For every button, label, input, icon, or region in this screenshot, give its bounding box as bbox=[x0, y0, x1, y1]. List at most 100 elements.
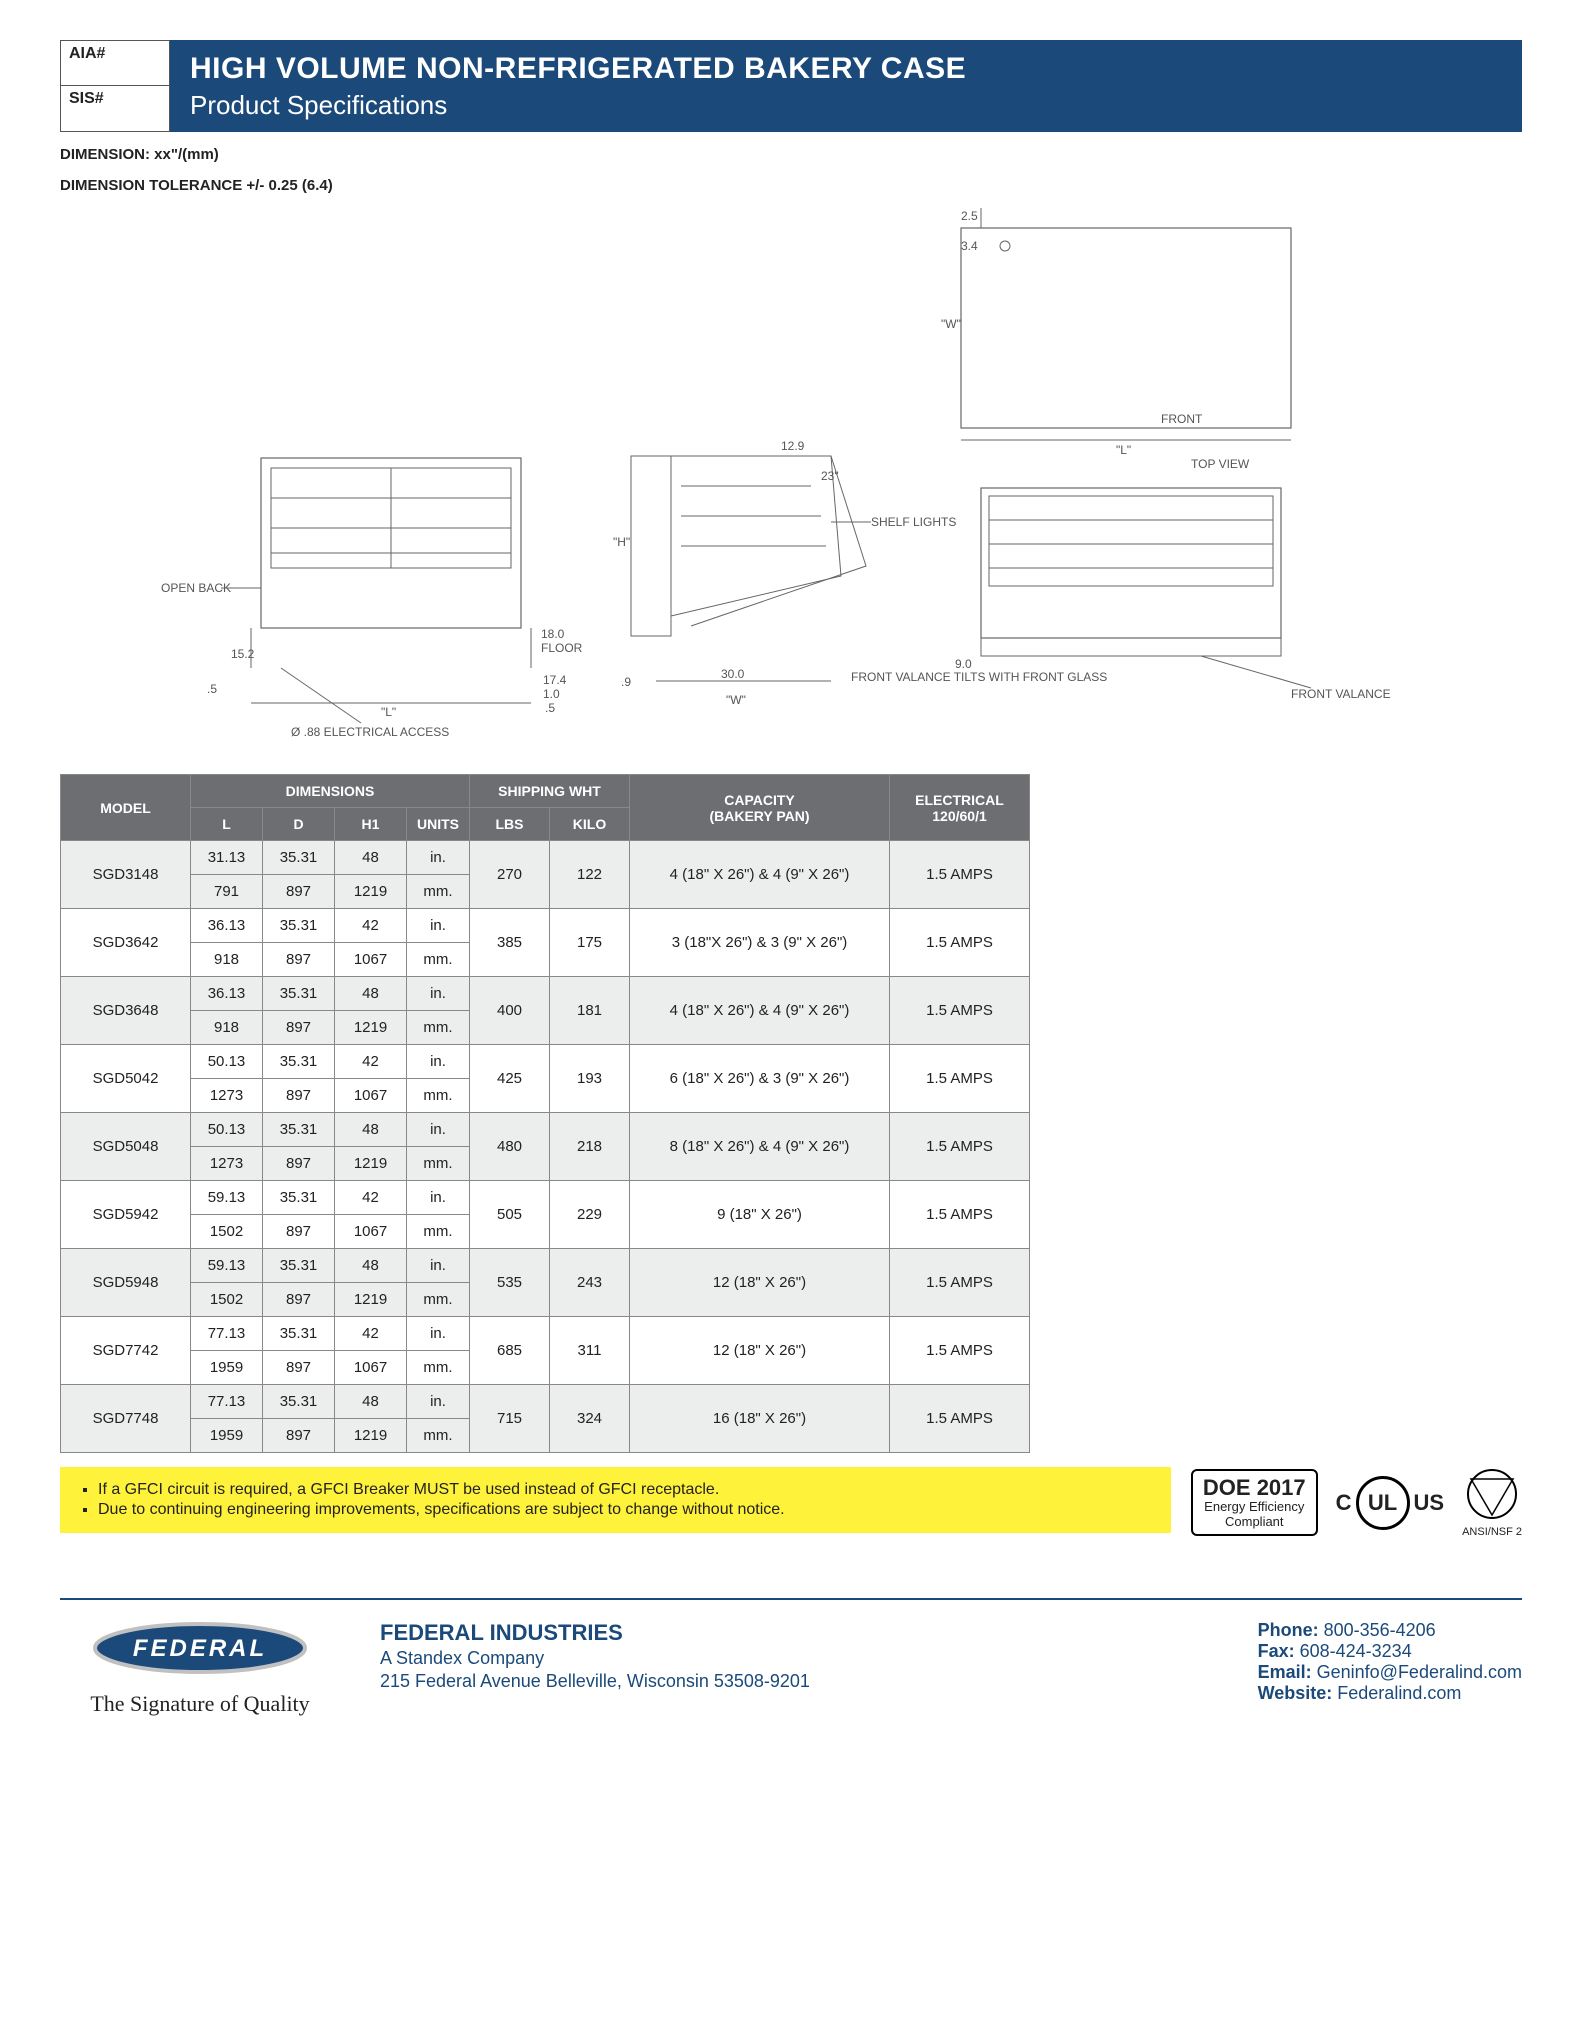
dim-w-side: "W" bbox=[726, 693, 746, 707]
dim-d-in: 35.31 bbox=[263, 977, 335, 1011]
dim-l-mm: 1959 bbox=[191, 1351, 263, 1385]
dim-l-in: 31.13 bbox=[191, 841, 263, 875]
dim-h-mm: 1067 bbox=[335, 943, 407, 977]
table-row: SGD314831.1335.3148in.2701224 (18" X 26"… bbox=[61, 841, 1030, 875]
dim-129: 12.9 bbox=[781, 439, 805, 453]
cert-badges: DOE 2017 Energy Efficiency Compliant C U… bbox=[1191, 1467, 1522, 1538]
capacity-cell: 4 (18" X 26") & 4 (9" X 26") bbox=[630, 841, 890, 909]
dim-h-in: 42 bbox=[335, 909, 407, 943]
th-dimensions: DIMENSIONS bbox=[191, 775, 470, 808]
dim-l-in: 77.13 bbox=[191, 1317, 263, 1351]
dim-d-in: 35.31 bbox=[263, 1045, 335, 1079]
kilo-cell: 324 bbox=[550, 1385, 630, 1453]
units-mm: mm. bbox=[407, 1147, 470, 1181]
lbs-cell: 385 bbox=[470, 909, 550, 977]
dim-l-mm: 1959 bbox=[191, 1419, 263, 1453]
dim-h-in: 48 bbox=[335, 977, 407, 1011]
model-cell: SGD3642 bbox=[61, 909, 191, 977]
yellow-note-box: If a GFCI circuit is required, a GFCI Br… bbox=[60, 1467, 1171, 1533]
lbs-cell: 715 bbox=[470, 1385, 550, 1453]
th-kilo: KILO bbox=[550, 808, 630, 841]
kilo-cell: 243 bbox=[550, 1249, 630, 1317]
dim-05b: .5 bbox=[545, 701, 555, 715]
model-cell: SGD5048 bbox=[61, 1113, 191, 1181]
lbs-cell: 685 bbox=[470, 1317, 550, 1385]
dim-l-mm: 1502 bbox=[191, 1283, 263, 1317]
dim-l-in: 59.13 bbox=[191, 1181, 263, 1215]
dim-d-mm: 897 bbox=[263, 1079, 335, 1113]
dim-300: 30.0 bbox=[721, 667, 745, 681]
table-row: SGD364236.1335.3142in.3851753 (18"X 26")… bbox=[61, 909, 1030, 943]
th-l: L bbox=[191, 808, 263, 841]
dim-h-in: 42 bbox=[335, 1181, 407, 1215]
dim-h: "H" bbox=[613, 535, 630, 549]
model-cell: SGD5042 bbox=[61, 1045, 191, 1113]
federal-logo-icon: FEDERAL bbox=[90, 1620, 310, 1680]
kilo-cell: 122 bbox=[550, 841, 630, 909]
units-mm: mm. bbox=[407, 875, 470, 909]
nsf-badge: ANSI/NSF 2 bbox=[1462, 1467, 1522, 1538]
spec-table: MODEL DIMENSIONS SHIPPING WHT CAPACITY (… bbox=[60, 774, 1030, 1453]
table-row: SGD594259.1335.3142in.5052299 (18" X 26"… bbox=[61, 1181, 1030, 1215]
dim-d-mm: 897 bbox=[263, 875, 335, 909]
footer-address: FEDERAL INDUSTRIES A Standex Company 215… bbox=[380, 1620, 1218, 1692]
elec-cell: 1.5 AMPS bbox=[890, 1181, 1030, 1249]
units-mm: mm. bbox=[407, 1283, 470, 1317]
elec-cell: 1.5 AMPS bbox=[890, 909, 1030, 977]
capacity-cell: 12 (18" X 26") bbox=[630, 1249, 890, 1317]
dim-9: .9 bbox=[621, 675, 631, 689]
label-tilts-1: FRONT VALANCE TILTS WITH FRONT GLASS bbox=[851, 670, 1107, 684]
model-cell: SGD3648 bbox=[61, 977, 191, 1045]
th-d: D bbox=[263, 808, 335, 841]
th-h1: H1 bbox=[335, 808, 407, 841]
units-mm: mm. bbox=[407, 1351, 470, 1385]
dim-l-in: 59.13 bbox=[191, 1249, 263, 1283]
kilo-cell: 175 bbox=[550, 909, 630, 977]
kilo-cell: 229 bbox=[550, 1181, 630, 1249]
capacity-cell: 8 (18" X 26") & 4 (9" X 26") bbox=[630, 1113, 890, 1181]
label-front-valance: FRONT VALANCE bbox=[1291, 687, 1391, 701]
label-front: FRONT bbox=[1161, 412, 1203, 426]
dim-180: 18.0 bbox=[541, 627, 565, 641]
dim-h-in: 48 bbox=[335, 1113, 407, 1147]
yellow-note-2: Due to continuing engineering improvemen… bbox=[98, 1501, 1155, 1519]
dim-25: 2.5 bbox=[961, 209, 978, 223]
dim-h-in: 48 bbox=[335, 1249, 407, 1283]
kilo-cell: 311 bbox=[550, 1317, 630, 1385]
capacity-cell: 4 (18" X 26") & 4 (9" X 26") bbox=[630, 977, 890, 1045]
dim-d-in: 35.31 bbox=[263, 841, 335, 875]
dim-h-mm: 1219 bbox=[335, 1419, 407, 1453]
model-cell: SGD3148 bbox=[61, 841, 191, 909]
dim-d-in: 35.31 bbox=[263, 1249, 335, 1283]
page-title: HIGH VOLUME NON-REFRIGERATED BAKERY CASE bbox=[190, 52, 1502, 86]
dim-h-mm: 1219 bbox=[335, 1011, 407, 1045]
svg-text:FEDERAL: FEDERAL bbox=[133, 1635, 267, 1662]
dim-d-in: 35.31 bbox=[263, 1181, 335, 1215]
units-mm: mm. bbox=[407, 943, 470, 977]
dim-l-in: 50.13 bbox=[191, 1045, 263, 1079]
sis-box: SIS# bbox=[60, 86, 170, 132]
table-row: SGD364836.1335.3148in.4001814 (18" X 26"… bbox=[61, 977, 1030, 1011]
dim-l-in: 36.13 bbox=[191, 977, 263, 1011]
units-mm: mm. bbox=[407, 1079, 470, 1113]
dim-10: 1.0 bbox=[543, 687, 560, 701]
dim-h-mm: 1219 bbox=[335, 875, 407, 909]
dim-152: 15.2 bbox=[231, 647, 255, 661]
elec-cell: 1.5 AMPS bbox=[890, 841, 1030, 909]
dim-l-top: "L" bbox=[1116, 443, 1131, 457]
capacity-cell: 3 (18"X 26") & 3 (9" X 26") bbox=[630, 909, 890, 977]
dim-h-mm: 1219 bbox=[335, 1147, 407, 1181]
label-elec-access: Ø .88 ELECTRICAL ACCESS bbox=[291, 725, 449, 739]
th-shipping: SHIPPING WHT bbox=[470, 775, 630, 808]
notes-row: If a GFCI circuit is required, a GFCI Br… bbox=[60, 1467, 1522, 1538]
capacity-cell: 9 (18" X 26") bbox=[630, 1181, 890, 1249]
units-mm: mm. bbox=[407, 1011, 470, 1045]
capacity-cell: 12 (18" X 26") bbox=[630, 1317, 890, 1385]
technical-diagram: 2.5 3.4 "W" FRONT "L" TOP VIEW OPEN BACK… bbox=[60, 198, 1522, 758]
label-floor: FLOOR bbox=[541, 641, 583, 655]
dim-l-mm: 1273 bbox=[191, 1147, 263, 1181]
dim-l-mm: 918 bbox=[191, 943, 263, 977]
lbs-cell: 535 bbox=[470, 1249, 550, 1317]
dim-l-mm: 918 bbox=[191, 1011, 263, 1045]
dim-05a: .5 bbox=[207, 682, 217, 696]
